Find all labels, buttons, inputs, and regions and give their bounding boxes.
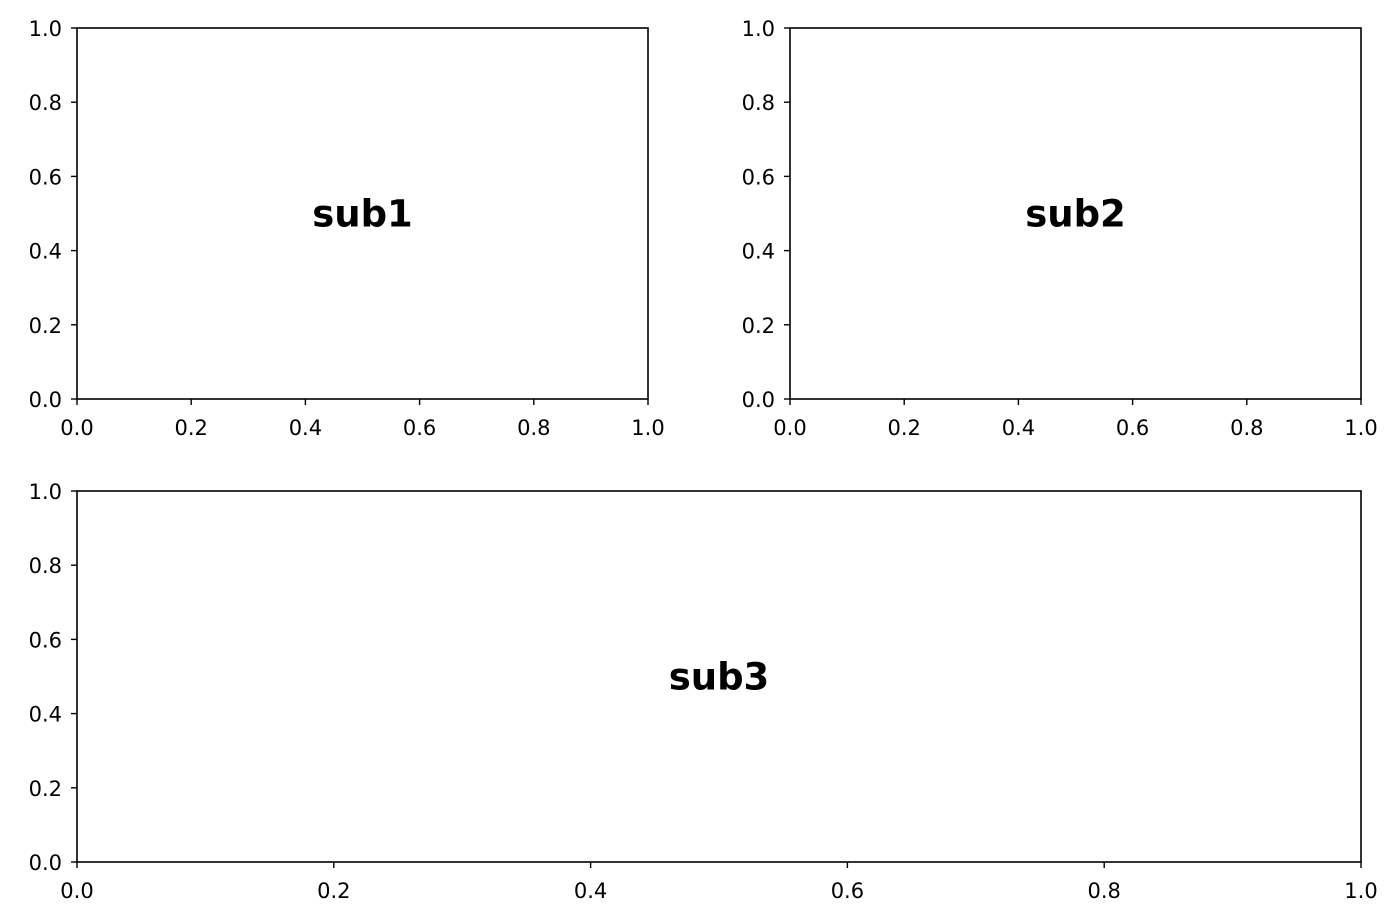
x-tick-label: 0.4 [1002,416,1035,440]
panel-label-sub2: sub2 [1025,193,1126,236]
x-tick-label: 0.8 [517,416,550,440]
x-tick-label: 1.0 [1344,879,1377,903]
subplot-sub1: 0.0 0.2 0.4 0.6 0.8 1.0 0.0 0.2 0.4 0.6 0.8 1.0 sub1 [29,17,665,440]
panel-label-sub3: sub3 [669,656,770,699]
y-tick-label: 1.0 [742,17,775,41]
y-tick-label: 0.6 [29,165,62,189]
x-tick-label: 1.0 [1344,416,1377,440]
x-tick-label: 0.2 [174,416,207,440]
y-tick-label: 0.0 [742,388,775,412]
y-tick-label: 0.8 [742,91,775,115]
axes-frame [789,27,1362,400]
y-tick-label: 0.4 [29,240,62,264]
y-tick-label: 0.0 [29,388,62,412]
axes-frame [76,490,1362,863]
y-tick-label: 1.0 [29,480,62,504]
y-tick-label: 0.4 [29,703,62,727]
y-tick-label: 0.6 [29,628,62,652]
x-tick-label: 0.2 [887,416,920,440]
y-tick-label: 0.0 [29,851,62,875]
y-tick-label: 0.2 [29,777,62,801]
x-tick-label: 1.0 [631,416,664,440]
y-tick-label: 0.6 [742,165,775,189]
y-tick-label: 0.8 [29,554,62,578]
x-tick-label: 0.2 [317,879,350,903]
panel-label-sub1: sub1 [312,193,413,236]
y-tick-label: 0.2 [29,314,62,338]
subplot-sub3: 0.0 0.2 0.4 0.6 0.8 1.0 0.0 0.2 0.4 0.6 0.8 1.0 sub3 [29,480,1378,903]
x-tick-label: 0.4 [574,879,607,903]
x-tick-label: 0.8 [1087,879,1120,903]
y-tick-label: 1.0 [29,17,62,41]
y-tick-label: 0.4 [742,240,775,264]
axes-frame [76,27,649,400]
x-tick-label: 0.6 [831,879,864,903]
x-tick-label: 0.6 [403,416,436,440]
x-tick-label: 0.8 [1230,416,1263,440]
y-tick-label: 0.8 [29,91,62,115]
x-tick-label: 0.0 [60,416,93,440]
x-tick-label: 0.0 [773,416,806,440]
y-tick-label: 0.2 [742,314,775,338]
x-tick-label: 0.0 [60,879,93,903]
subplot-sub2: 0.0 0.2 0.4 0.6 0.8 1.0 0.0 0.2 0.4 0.6 0.8 1.0 sub2 [742,17,1378,440]
x-tick-label: 0.6 [1116,416,1149,440]
x-tick-label: 0.4 [289,416,322,440]
